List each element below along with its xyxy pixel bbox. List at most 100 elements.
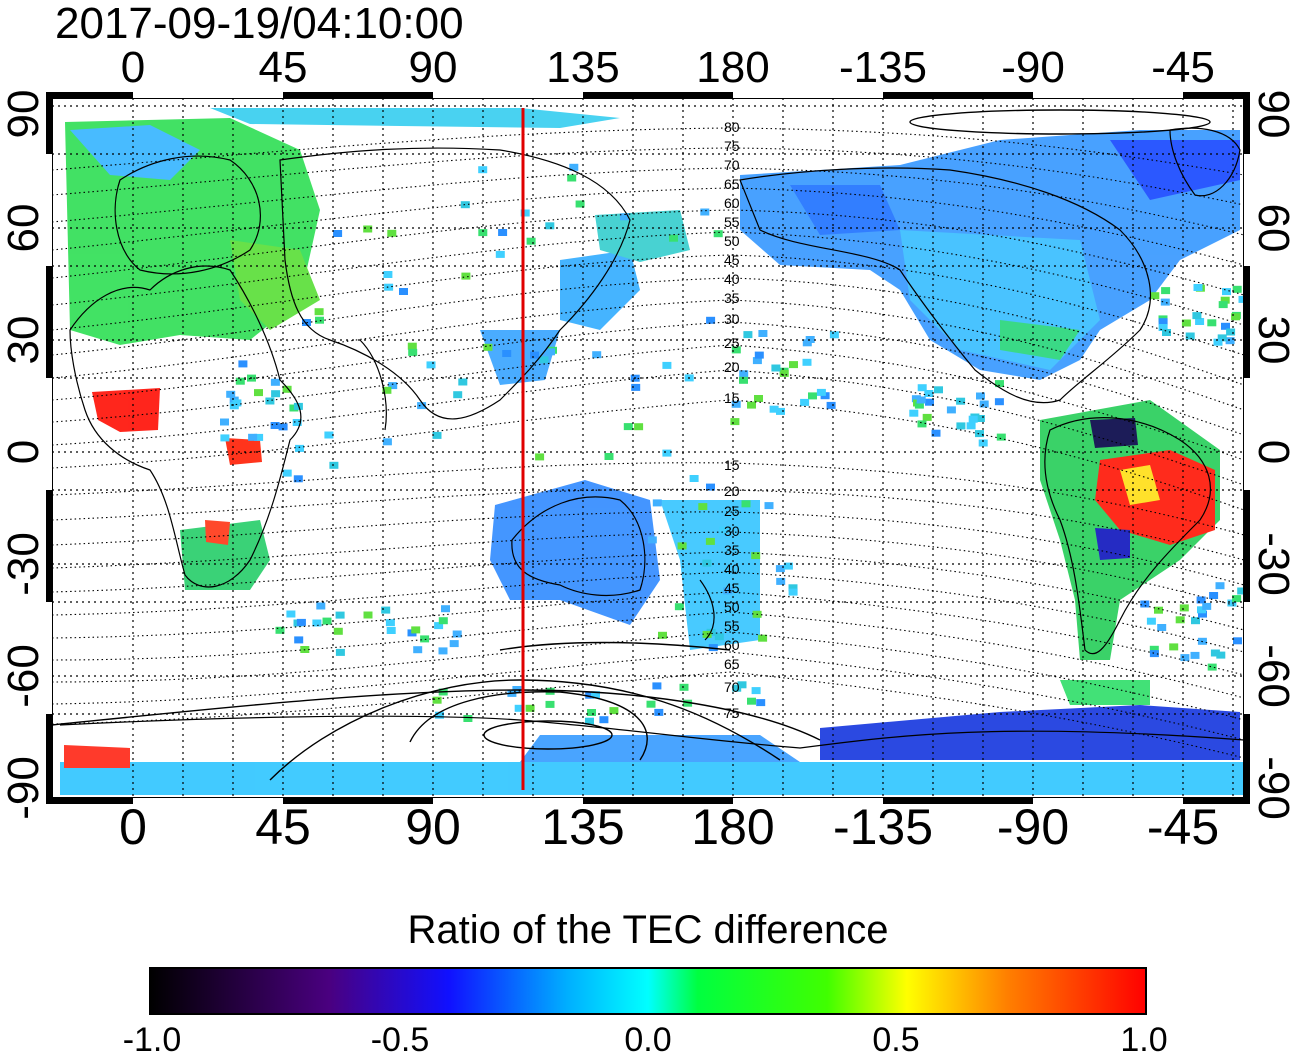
tec-observation-point	[363, 611, 373, 619]
tec-observation-point	[1185, 332, 1195, 340]
tec-observation-point	[743, 331, 753, 339]
tec-observation-point	[662, 361, 672, 369]
tec-observation-point	[623, 423, 633, 431]
tec-observation-point	[956, 422, 966, 430]
tec-observation-point	[975, 430, 984, 438]
tec-observation-point	[816, 388, 826, 396]
mlat-label-south: 40	[724, 561, 740, 577]
mlat-label-south: 55	[724, 618, 740, 634]
tec-observation-point	[335, 648, 345, 656]
tec-observation-point	[265, 397, 275, 405]
tec-observation-point	[652, 499, 662, 507]
tec-observation-point	[315, 316, 324, 324]
tec-observation-point	[335, 611, 345, 619]
tec-observation-point	[435, 711, 444, 719]
tec-observation-point	[220, 418, 229, 426]
top-lon-tick: 90	[408, 43, 458, 92]
bottom-lon-tick: -135	[832, 799, 934, 855]
tec-observation-point	[747, 697, 756, 705]
tec-observation-point	[652, 682, 662, 690]
magnetic-latitude-contours	[52, 127, 1244, 759]
mlat-label-south: 45	[724, 580, 740, 596]
tec-observation-point	[295, 444, 304, 452]
mlat-label-north: 80	[724, 119, 740, 135]
tec-observation-point	[1195, 318, 1205, 325]
mlat-label-south: 35	[724, 542, 740, 558]
tec-observation-point	[460, 201, 470, 209]
tec-observation-point	[604, 453, 614, 460]
tec-observation-point	[805, 336, 815, 343]
mlat-label-north: 70	[724, 157, 740, 173]
tec-observation-point	[1216, 651, 1226, 659]
tec-observation-point	[689, 475, 699, 482]
tec-observation-point	[385, 619, 395, 627]
tec-observation-point	[585, 691, 595, 699]
tec-observation-point	[1160, 298, 1170, 306]
tec-observation-point	[741, 500, 751, 508]
tec-observation-point	[976, 392, 985, 400]
tec-observation-point	[408, 348, 418, 356]
tec-observation-point	[302, 319, 311, 326]
tec-observation-point	[1209, 592, 1219, 599]
tec-observation-point	[996, 433, 1006, 441]
top-lon-tick: 45	[258, 43, 308, 92]
tec-observation-point	[363, 225, 373, 233]
mlat-label-south: 60	[724, 637, 740, 653]
tec-observation-point	[802, 358, 812, 366]
tec-observation-point	[585, 717, 594, 725]
tec-observation-point	[946, 406, 956, 414]
tec-observation-point	[731, 400, 741, 408]
tec-observation-point	[525, 704, 535, 712]
tec-observation-point	[756, 699, 766, 707]
tec-observation-point	[702, 630, 712, 638]
tec-observation-point	[705, 537, 715, 545]
tec-observation-point	[270, 378, 280, 386]
tec-observation-point	[449, 640, 459, 648]
tec-observation-point	[526, 237, 536, 245]
tec-observation-point	[220, 434, 230, 442]
tec-observation-point	[495, 250, 505, 258]
tec-observation-point	[826, 401, 836, 409]
top-lon-tick: -45	[1151, 43, 1215, 92]
tec-observation-point	[1237, 587, 1244, 595]
tec-observation-point	[679, 683, 689, 691]
tec-observation-point	[1231, 313, 1241, 321]
mlat-label-north: 55	[724, 214, 740, 230]
tec-observation-point	[1213, 338, 1223, 346]
tec-observation-point	[294, 636, 304, 644]
tec-observation-point	[706, 483, 715, 491]
mlat-label-north: 15	[724, 390, 740, 406]
tec-observation-point	[1233, 637, 1242, 645]
bottom-lon-tick: -90	[996, 799, 1070, 855]
tec-observation-point	[917, 420, 927, 428]
bottom-lon-tick: 0	[119, 799, 147, 855]
tec-observation-point	[1149, 645, 1159, 653]
tec-observation-point	[662, 449, 672, 457]
tec-observation-point	[1149, 650, 1159, 658]
tec-observation-point	[426, 361, 436, 369]
tec-observation-point	[1232, 595, 1242, 603]
tec-observation-point	[226, 390, 236, 398]
tec-observation-point	[764, 502, 774, 510]
tec-observation-point	[232, 399, 242, 407]
mlat-label-south: 25	[724, 503, 740, 519]
tec-observation-point	[646, 700, 656, 708]
tec-observation-point	[599, 716, 609, 724]
tec-observation-point	[432, 696, 442, 704]
tec-observation-point	[737, 681, 747, 689]
top-lon-tick: -135	[838, 43, 928, 92]
tec-observation-point	[1180, 654, 1190, 662]
colorbar	[149, 967, 1147, 1015]
tec-observation-point	[545, 700, 555, 708]
tec-observation-point	[1232, 285, 1242, 293]
tec-observation-point	[788, 584, 798, 592]
tec-observation-point	[1169, 643, 1179, 651]
scattered-points	[220, 163, 1244, 725]
tec-observation-point	[922, 413, 932, 421]
tec-observation-point	[502, 350, 512, 357]
tec-observation-point	[1193, 284, 1203, 291]
colorbar-tick: -0.5	[370, 1021, 430, 1059]
tec-observation-point	[1221, 322, 1230, 330]
tec-observation-point	[270, 422, 280, 429]
tec-observation-point	[975, 415, 985, 422]
